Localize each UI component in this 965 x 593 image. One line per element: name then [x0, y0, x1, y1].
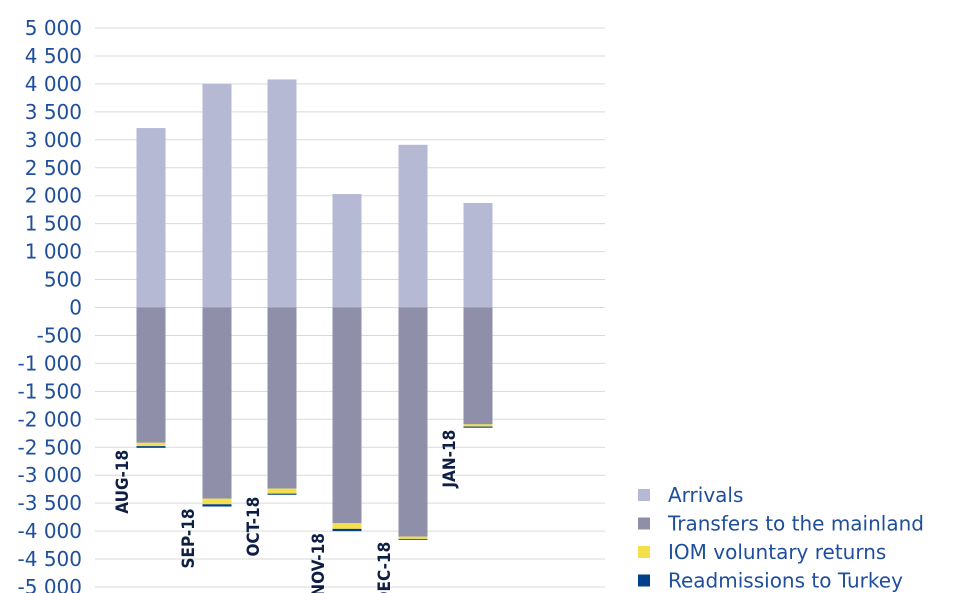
legend-label-transfers-to-the-mainland: Transfers to the mainland [667, 512, 924, 536]
category-label: OCT-18 [244, 497, 264, 557]
bar-readmissions-to-turkey-nov-18 [332, 528, 362, 532]
legend-label-arrivals: Arrivals [668, 483, 743, 507]
bar-transfers-to-the-mainland-oct-18 [267, 307, 297, 489]
category-label: AUG-18 [113, 450, 133, 514]
y-tick-label: 3 000 [25, 128, 82, 152]
y-tick-label: -2 000 [18, 407, 82, 431]
bar-iom-voluntary-returns-sep-18 [202, 498, 232, 505]
bar-iom-voluntary-returns-oct-18 [267, 488, 297, 494]
y-tick-label: -3 500 [18, 491, 82, 515]
y-tick-label: 0 [69, 296, 82, 320]
y-tick-label: 2 000 [25, 184, 82, 208]
bar-iom-voluntary-returns-aug-18 [136, 442, 166, 447]
category-label: NOV-18 [309, 533, 329, 593]
bar-iom-voluntary-returns-nov-18 [332, 523, 362, 529]
y-tick-label: 4 000 [25, 72, 82, 96]
bar-readmissions-to-turkey-aug-18 [136, 446, 166, 448]
bar-iom-voluntary-returns-jan-18 [463, 424, 493, 427]
legend-swatch-transfers-to-the-mainland [638, 517, 650, 530]
bar-transfers-to-the-mainland-aug-18 [136, 307, 166, 443]
y-tick-label: 1 000 [25, 240, 82, 264]
bar-readmissions-to-turkey-oct-18 [267, 493, 297, 495]
bar-arrivals-sep-18 [202, 83, 232, 308]
legend-swatch-arrivals [638, 489, 650, 501]
bar-transfers-to-the-mainland-dec-18 [398, 307, 428, 537]
bar-transfers-to-the-mainland-sep-18 [202, 307, 232, 499]
y-tick-label: -5 000 [18, 575, 82, 593]
category-label: SEP-18 [179, 509, 199, 569]
bar-transfers-to-the-mainland-jan-18 [463, 307, 493, 425]
bar-arrivals-nov-18 [332, 194, 362, 308]
bar-readmissions-to-turkey-sep-18 [202, 504, 232, 507]
bar-transfers-to-the-mainland-nov-18 [332, 307, 362, 524]
y-tick-label: -1 500 [18, 379, 82, 403]
y-tick-label: 5 000 [25, 16, 82, 40]
y-axis-ticks: 5 000 4 500 4 000 3 500 3 000 2 500 2 000 1 500… [18, 16, 82, 593]
y-tick-label: 500 [44, 268, 82, 292]
y-tick-label: 1 500 [25, 212, 82, 236]
y-tick-label: -500 [37, 323, 82, 347]
y-tick-label: -2 500 [18, 435, 82, 459]
y-tick-label: -4 000 [18, 519, 82, 543]
bar-readmissions-to-turkey-jan-18 [463, 426, 493, 428]
y-tick-label: -3 000 [18, 463, 82, 487]
bar-iom-voluntary-returns-dec-18 [398, 536, 428, 539]
bar-arrivals-jan-18 [463, 202, 493, 308]
legend-label-iom-voluntary-returns: IOM voluntary returns [668, 540, 886, 564]
category-label: DEC-18 [375, 542, 395, 593]
legend-label-readmissions-to-turkey: Readmissions to Turkey [668, 569, 903, 593]
category-label: JAN-18 [440, 430, 460, 489]
y-tick-label: 3 500 [25, 100, 82, 124]
bar-arrivals-dec-18 [398, 144, 428, 308]
y-tick-label: 4 500 [25, 44, 82, 68]
bar-readmissions-to-turkey-dec-18 [398, 538, 428, 540]
bars [136, 79, 493, 540]
legend: Arrivals Transfers to the mainland IOM vol… [638, 483, 924, 593]
legend-swatch-readmissions-to-turkey [638, 574, 650, 587]
y-tick-label: -1 000 [18, 351, 82, 375]
bar-arrivals-oct-18 [267, 79, 297, 308]
category-labels: AUG-18 SEP-18 OCT-18 NOV-18 DEC-18 JAN-18 [113, 430, 460, 593]
y-tick-label: 2 500 [25, 156, 82, 180]
legend-swatch-iom-voluntary-returns [638, 546, 650, 558]
y-tick-label: -4 500 [18, 547, 82, 571]
bar-arrivals-aug-18 [136, 128, 166, 308]
